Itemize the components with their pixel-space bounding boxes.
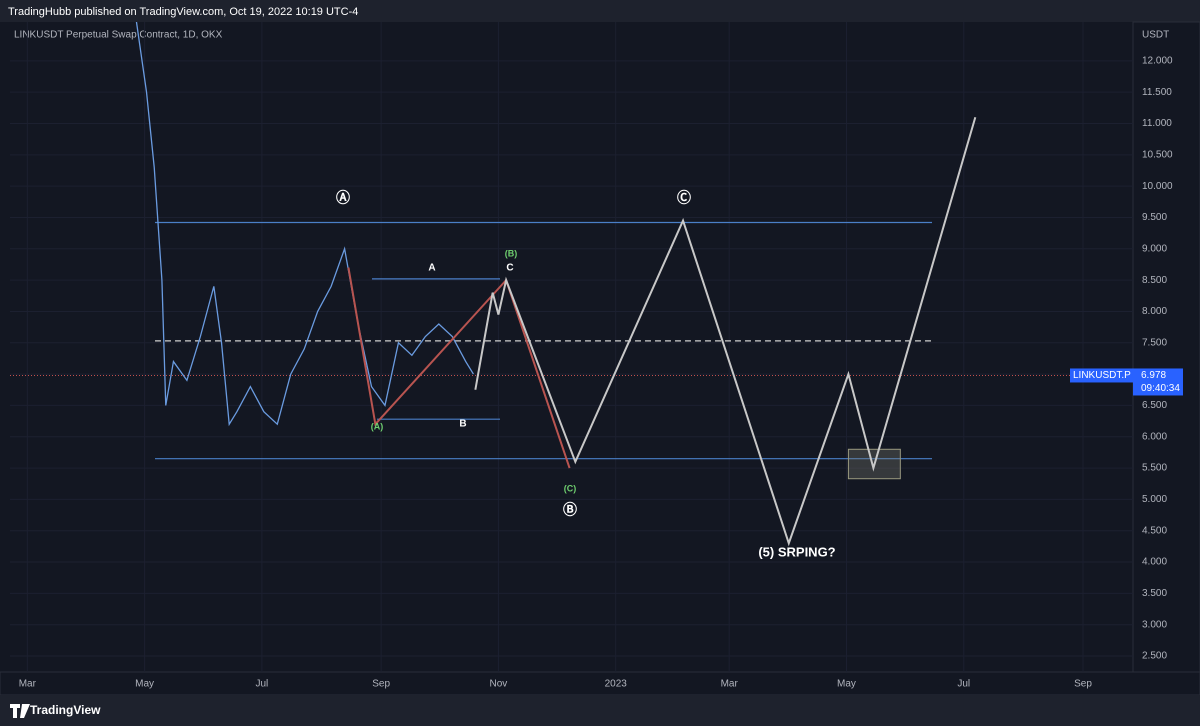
y-tick-label: 5.000 [1142, 494, 1167, 505]
y-tick-label: 7.500 [1142, 337, 1167, 348]
annotation: (C) [564, 483, 577, 493]
y-tick-label: 6.000 [1142, 431, 1167, 442]
footer: TradingView [30, 703, 101, 717]
price-axis [1132, 21, 1200, 673]
annotation: Ⓐ [336, 190, 350, 206]
annotation: (A) [371, 421, 384, 431]
series-line [135, 22, 474, 427]
y-tick-label: 10.000 [1142, 181, 1173, 192]
y-tick-label: 5.500 [1142, 463, 1167, 474]
header: TradingHubb published on TradingView.com… [8, 6, 358, 18]
x-tick-label: May [837, 679, 856, 690]
annotation: B [459, 419, 466, 430]
chart-title: LINKUSDT Perpetual Swap Contract, 1D, OK… [14, 30, 223, 41]
annotation: Ⓒ [677, 190, 691, 206]
symbol-tag [1070, 368, 1133, 383]
x-tick-label: 2023 [605, 679, 628, 690]
series-line [347, 267, 571, 469]
series-line [474, 116, 977, 547]
y-tick-label: 8.000 [1142, 306, 1167, 317]
footer-bar [0, 695, 1200, 726]
y-tick-label: 6.500 [1142, 400, 1167, 411]
y-tick-label: 4.500 [1142, 525, 1167, 536]
logo [10, 704, 30, 718]
header-bar [0, 0, 1200, 22]
annotation: C [506, 263, 513, 274]
x-tick-label: Jul [256, 679, 269, 690]
x-tick-label: Sep [1074, 679, 1092, 690]
y-axis-label: USDT [1142, 30, 1169, 41]
annotation: Ⓑ [563, 502, 577, 518]
y-tick-label: 11.000 [1142, 118, 1172, 129]
x-tick-label: Mar [19, 679, 37, 690]
x-tick-label: Sep [372, 679, 390, 690]
price-tag [1133, 368, 1183, 396]
y-tick-label: 12.000 [1142, 55, 1173, 66]
y-tick-label: 2.500 [1142, 651, 1167, 662]
time-axis [0, 671, 1200, 696]
y-tick-label: 8.500 [1142, 275, 1167, 286]
annotation: (5) SRPING? [758, 544, 835, 559]
y-tick-label: 3.000 [1142, 619, 1167, 630]
y-tick-label: 9.500 [1142, 212, 1167, 223]
y-tick-label: 10.500 [1142, 149, 1173, 160]
annotation: A [428, 263, 435, 274]
x-tick-label: Mar [721, 679, 739, 690]
last-price: 6.978 [1141, 370, 1166, 381]
y-tick-label: 4.000 [1142, 557, 1167, 568]
annotation: (B) [505, 248, 518, 258]
y-tick-label: 3.500 [1142, 588, 1167, 599]
x-tick-label: Nov [490, 679, 508, 690]
x-tick-label: May [135, 679, 154, 690]
x-tick-label: Jul [957, 679, 970, 690]
y-tick-label: 11.500 [1142, 87, 1172, 98]
countdown: 09:40:34 [1141, 383, 1180, 394]
y-tick-label: 9.000 [1142, 243, 1167, 254]
symbol-label: LINKUSDT.P [1073, 370, 1131, 381]
